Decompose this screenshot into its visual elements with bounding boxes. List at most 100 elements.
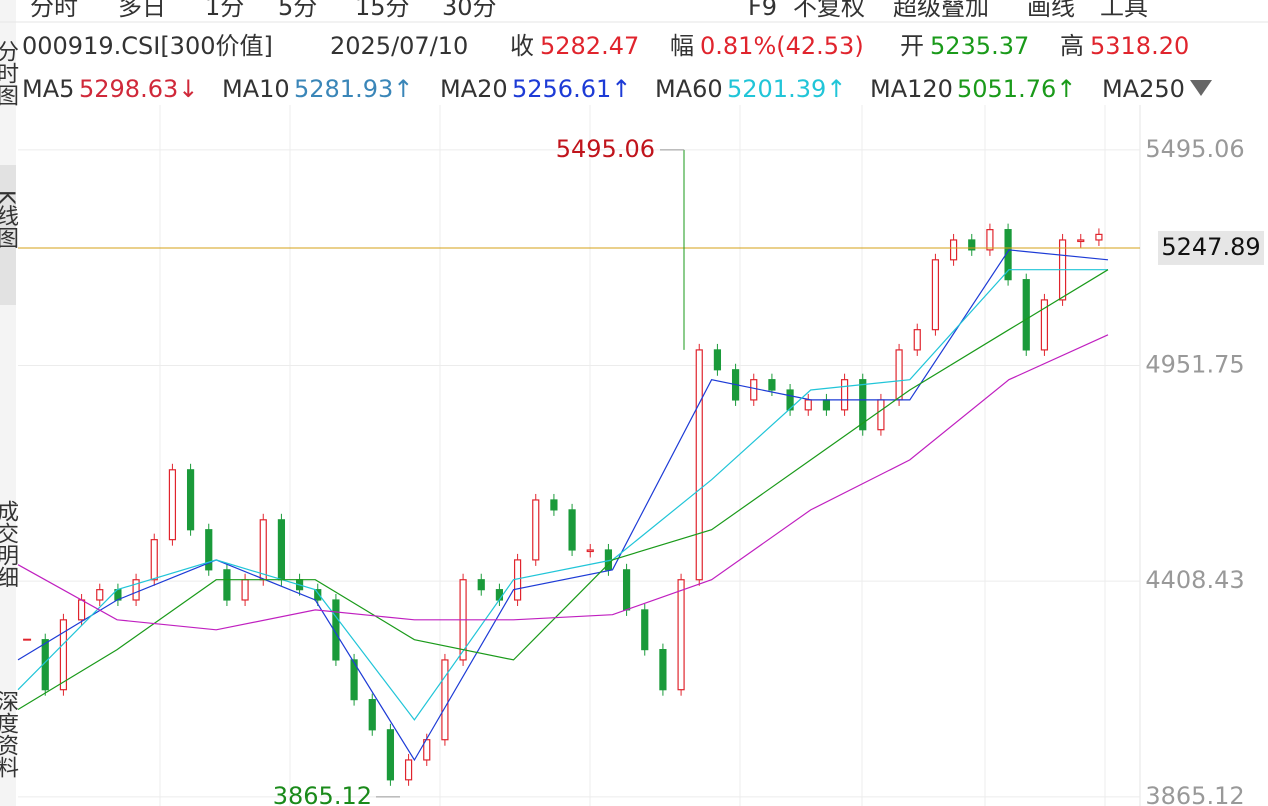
candle (332, 599, 340, 661)
legend-name: MA120 (870, 75, 953, 103)
candle (568, 509, 576, 551)
candle (1040, 299, 1049, 351)
info-change: 0.81%(42.53) (700, 32, 864, 60)
candle (1077, 239, 1085, 243)
legend-value: 5281.93↑ (294, 75, 413, 103)
date-grid (159, 105, 1106, 806)
candle (150, 539, 158, 581)
candle (350, 659, 358, 701)
plot: 5495.06 4951.75 4408.43 3865.12 5247.89 5495.… (17, 135, 1264, 806)
info-code: 000919.CSI[300价值] (22, 32, 273, 60)
legend-value: 5298.63↓ (79, 75, 198, 103)
candle (804, 399, 812, 411)
info-close: 5282.47 (540, 32, 639, 60)
y-tick-label: 3865.12 (1145, 782, 1244, 806)
tab[interactable]: 多日 (118, 0, 166, 21)
tab[interactable]: 分时 (30, 0, 78, 21)
candle (477, 579, 485, 591)
info-open: 5235.37 (930, 32, 1029, 60)
sidebar-active (0, 165, 16, 305)
candle (59, 619, 68, 691)
tab[interactable]: 15分 (355, 0, 410, 21)
info-change-label: 幅 (670, 32, 694, 60)
ma-line (17, 269, 1109, 711)
candle (441, 659, 449, 741)
legend-dropdown[interactable] (1190, 80, 1212, 96)
info-date: 2025/07/10 (330, 32, 468, 60)
candle (768, 379, 776, 391)
ma-line (17, 269, 1108, 721)
candle (859, 379, 867, 431)
candle (77, 599, 86, 621)
candle (532, 499, 540, 561)
max-label: 5495.06 (556, 135, 655, 163)
candle (386, 729, 395, 781)
candle (750, 379, 758, 401)
candle (1095, 233, 1103, 241)
candle (713, 349, 722, 371)
candle (259, 519, 267, 581)
candle (277, 519, 286, 581)
legend-name: MA60 (655, 75, 723, 103)
tab[interactable]: 1分 (205, 0, 244, 21)
info-open-label: 开 (900, 32, 924, 60)
legend-value: 5051.76↑ (957, 75, 1076, 103)
toolbar-button[interactable]: 画线 (1027, 0, 1075, 21)
candle (913, 329, 921, 351)
legend-name: MA250 (1102, 75, 1185, 103)
ma-line (17, 334, 1109, 631)
candle (786, 389, 794, 411)
legend-value: 5201.39↑ (727, 75, 846, 103)
candle (986, 229, 994, 251)
candle (186, 469, 195, 531)
toolbar-button[interactable]: 超级叠加 (893, 0, 989, 21)
candle (205, 529, 213, 571)
min-label: 3865.12 (273, 782, 372, 806)
toolbar-button[interactable]: 工具 (1100, 0, 1148, 21)
candle (495, 589, 504, 601)
y-tick-label: 4408.43 (1145, 566, 1244, 594)
candle (659, 649, 667, 691)
last-price-label: 5247.89 (1161, 233, 1260, 261)
y-tick-label: 5495.06 (1145, 135, 1244, 163)
info-close-label: 收 (510, 32, 534, 60)
legend-name: MA10 (222, 75, 290, 103)
info-high-label: 高 (1060, 32, 1084, 60)
last-price-box (1158, 230, 1264, 265)
toolbar-button[interactable]: 不复权 (793, 0, 865, 21)
candle (968, 239, 976, 251)
candle (168, 469, 177, 541)
tab[interactable]: 5分 (278, 0, 317, 21)
info-high: 5318.20 (1090, 32, 1189, 60)
candle (677, 579, 685, 691)
candle (586, 549, 594, 553)
candle (368, 699, 376, 731)
candle (132, 579, 140, 601)
sidebar-tab[interactable]: K线图 (0, 190, 18, 249)
candle (404, 759, 413, 781)
candle (513, 559, 522, 601)
sidebar-tab[interactable]: 深度资料 (0, 690, 19, 778)
sidebar-tab[interactable]: 分时图 (0, 40, 19, 106)
candle (877, 399, 885, 431)
candle (840, 379, 849, 411)
ma-line (17, 249, 1109, 762)
candle (96, 589, 104, 601)
candle (949, 239, 958, 261)
candle (223, 569, 231, 601)
toolbar-button[interactable]: F9 (748, 0, 777, 21)
legend-value: 5256.61↑ (512, 75, 631, 103)
tab[interactable]: 30分 (442, 0, 497, 21)
candle (314, 589, 322, 601)
candle (622, 569, 631, 611)
sidebar (0, 0, 16, 806)
candle (550, 499, 558, 511)
candle (641, 609, 649, 651)
legend-name: MA20 (440, 75, 508, 103)
sidebar-tab[interactable]: 成交明细 (0, 500, 19, 588)
candle (695, 349, 703, 581)
